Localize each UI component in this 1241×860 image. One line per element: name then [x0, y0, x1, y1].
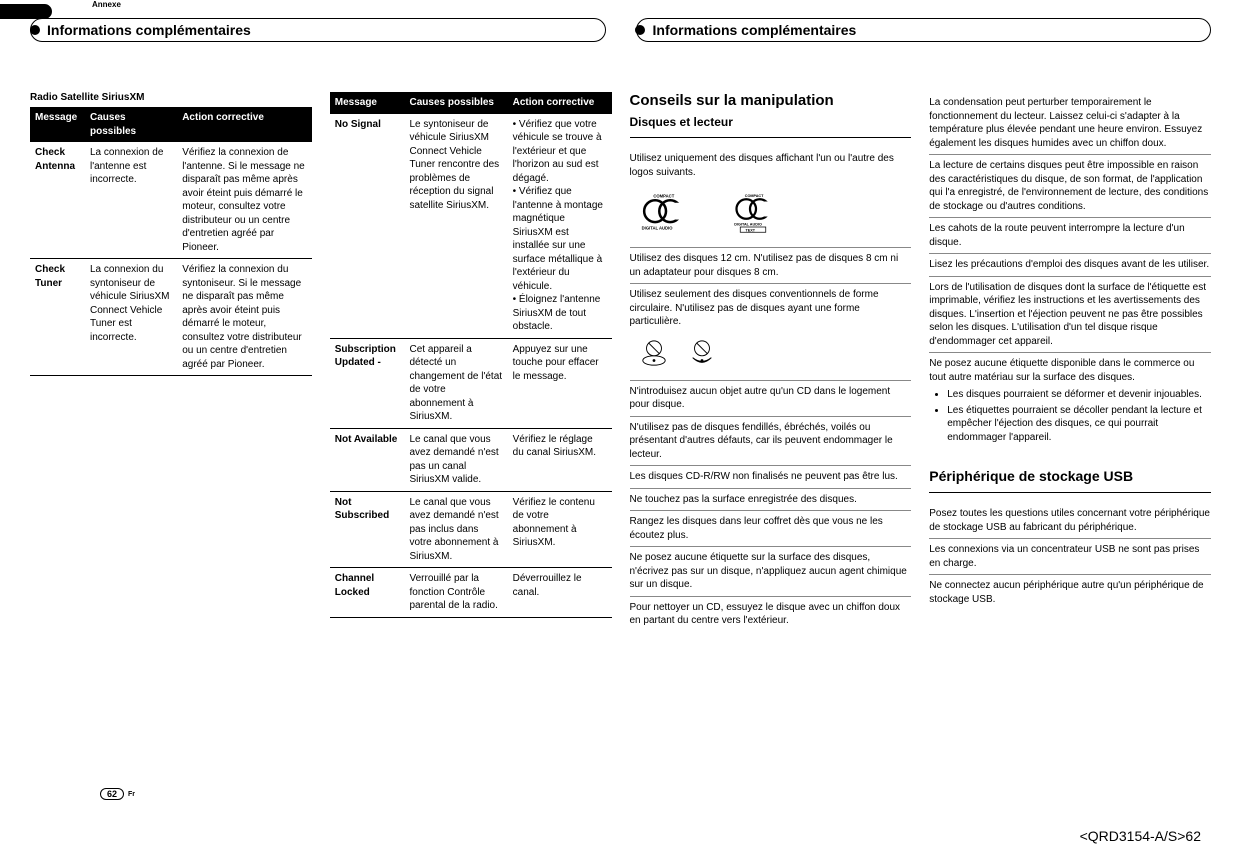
svg-text:DIGITAL AUDIO: DIGITAL AUDIO: [641, 226, 673, 231]
svg-text:COMPACT: COMPACT: [653, 194, 674, 199]
list-item: Les disques pourraient se déformer et de…: [947, 388, 1211, 402]
cell: Cet appareil a détecté un changement de …: [405, 338, 508, 428]
table-row: Channel Locked Verrouillé par la fonctio…: [330, 568, 612, 618]
para: Lors de l'utilisation de disques dont la…: [929, 277, 1211, 354]
column-4: La condensation peut perturber temporair…: [929, 92, 1211, 632]
cd-logo-row: COMPACT DIGITAL AUDIO COMPACT DIGITAL AU…: [630, 183, 912, 248]
cell: Not Available: [330, 428, 405, 491]
cell: Le canal que vous avez demandé n'est pas…: [405, 428, 508, 491]
t2-h2: Causes possibles: [405, 92, 508, 114]
prohibited-icon: [688, 339, 716, 370]
cell: Not Subscribed: [330, 491, 405, 568]
para: Ne connectez aucun périphérique autre qu…: [929, 575, 1211, 610]
footer-code: <QRD3154-A/S>62: [1080, 828, 1201, 844]
para: Utilisez uniquement des disques affichan…: [630, 148, 912, 183]
t1-h2: Causes possibles: [85, 107, 177, 142]
cell: La connexion du syntoniseur de véhicule …: [85, 259, 177, 376]
t1-h1: Message: [30, 107, 85, 142]
svg-text:DIGITAL AUDIO: DIGITAL AUDIO: [734, 223, 762, 227]
cell: Le syntoniseur de véhicule SiriusXM Conn…: [405, 114, 508, 339]
cell: Déverrouillez le canal.: [508, 568, 612, 618]
section-header-right: Informations complémentaires: [636, 18, 1212, 42]
svg-text:COMPACT: COMPACT: [744, 194, 763, 198]
cell: Vérifiez la connexion du syntoniseur. Si…: [177, 259, 312, 376]
para: Pour nettoyer un CD, essuyez le disque a…: [630, 597, 912, 632]
column-2: Message Causes possibles Action correcti…: [330, 92, 612, 632]
para: Utilisez des disques 12 cm. N'utilisez p…: [630, 248, 912, 284]
t2-h1: Message: [330, 92, 405, 114]
table-row: Subscription Updated - Cet appareil a dé…: [330, 338, 612, 428]
t1-h3: Action corrective: [177, 107, 312, 142]
cell: Appuyez sur une touche pour effacer le m…: [508, 338, 612, 428]
annexe-label: Annexe: [92, 0, 121, 9]
table-row: Not Available Le canal que vous avez dem…: [330, 428, 612, 491]
t2-h3: Action corrective: [508, 92, 612, 114]
content-columns: Radio Satellite SiriusXM Message Causes …: [30, 92, 1211, 632]
para: Lisez les précautions d'emploi des disqu…: [929, 254, 1211, 277]
discs-heading: Disques et lecteur: [630, 115, 912, 129]
cell: Channel Locked: [330, 568, 405, 618]
cell: Check Antenna: [30, 142, 85, 259]
list-item: Les étiquettes pourraient se décoller pe…: [947, 404, 1211, 445]
table-row: No Signal Le syntoniseur de véhicule Sir…: [330, 114, 612, 339]
cell: Vérifiez le contenu de votre abonnement …: [508, 491, 612, 568]
compact-disc-text-logo-icon: COMPACT DIGITAL AUDIO TEXT: [726, 191, 786, 233]
cell: La connexion de l'antenne est incorrecte…: [85, 142, 177, 259]
section-header-left: Informations complémentaires: [30, 18, 606, 42]
para: Posez toutes les questions utiles concer…: [929, 503, 1211, 539]
table-row: Check Tuner La connexion du syntoniseur …: [30, 259, 312, 376]
table-row: Check Antenna La connexion de l'antenne …: [30, 142, 312, 259]
para: La condensation peut perturber temporair…: [929, 92, 1211, 155]
para-text: Ne posez aucune étiquette disponible dan…: [929, 358, 1194, 383]
svg-text:TEXT: TEXT: [745, 229, 755, 233]
para: Utilisez seulement des disques conventio…: [630, 284, 912, 333]
page-number: 62 Fr: [100, 788, 135, 800]
para: Les cahots de la route peuvent interromp…: [929, 218, 1211, 254]
para: Rangez les disques dans leur coffret dès…: [630, 511, 912, 547]
para: N'introduisez aucun objet autre qu'un CD…: [630, 381, 912, 417]
cell: Vérifiez la connexion de l'antenne. Si l…: [177, 142, 312, 259]
table-siriusxm-2: Message Causes possibles Action correcti…: [330, 92, 612, 618]
cell: • Vérifiez que votre véhicule se trouve …: [508, 114, 612, 339]
handling-heading: Conseils sur la manipulation: [630, 92, 912, 109]
prohibited-shapes-row: [630, 333, 912, 381]
usb-heading: Périphérique de stockage USB: [929, 468, 1211, 484]
table-row: Not Subscribed Le canal que vous avez de…: [330, 491, 612, 568]
page-lang: Fr: [128, 791, 135, 798]
top-tab: [0, 4, 52, 19]
cell: Subscription Updated -: [330, 338, 405, 428]
headers-row: Informations complémentaires Information…: [30, 18, 1211, 42]
para: Ne touchez pas la surface enregistrée de…: [630, 489, 912, 512]
para: N'utilisez pas de disques fendillés, ébr…: [630, 417, 912, 467]
table-siriusxm-1: Message Causes possibles Action correcti…: [30, 107, 312, 376]
column-3: Conseils sur la manipulation Disques et …: [630, 92, 912, 632]
para: Ne posez aucune étiquette sur la surface…: [630, 547, 912, 597]
cell: Verrouillé par la fonction Contrôle pare…: [405, 568, 508, 618]
cell: No Signal: [330, 114, 405, 339]
para: Les connexions via un concentrateur USB …: [929, 539, 1211, 575]
column-1: Radio Satellite SiriusXM Message Causes …: [30, 92, 312, 632]
para: Ne posez aucune étiquette disponible dan…: [929, 353, 1211, 450]
para: Les disques CD-R/RW non finalisés ne peu…: [630, 466, 912, 489]
bullet-list: Les disques pourraient se déformer et de…: [929, 388, 1211, 444]
compact-disc-logo-icon: COMPACT DIGITAL AUDIO: [636, 191, 696, 233]
cell: Check Tuner: [30, 259, 85, 376]
prohibited-icon: [640, 339, 668, 370]
para: La lecture de certains disques peut être…: [929, 155, 1211, 218]
cell: Le canal que vous avez demandé n'est pas…: [405, 491, 508, 568]
table1-title: Radio Satellite SiriusXM: [30, 92, 312, 103]
cell: Vérifiez le réglage du canal SiriusXM.: [508, 428, 612, 491]
page-number-badge: 62: [100, 788, 124, 800]
